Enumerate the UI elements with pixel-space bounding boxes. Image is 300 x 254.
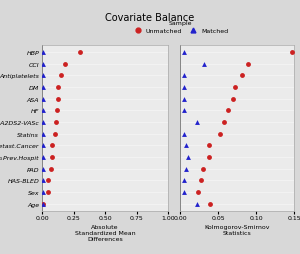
Legend: Unmatched, Matched: Unmatched, Matched bbox=[129, 18, 231, 37]
X-axis label: Kolmogorov-Smirnov
Statistics: Kolmogorov-Smirnov Statistics bbox=[204, 224, 270, 235]
X-axis label: Absolute
Standardized Mean
Differences: Absolute Standardized Mean Differences bbox=[75, 224, 135, 241]
Text: Covariate Balance: Covariate Balance bbox=[105, 13, 195, 23]
